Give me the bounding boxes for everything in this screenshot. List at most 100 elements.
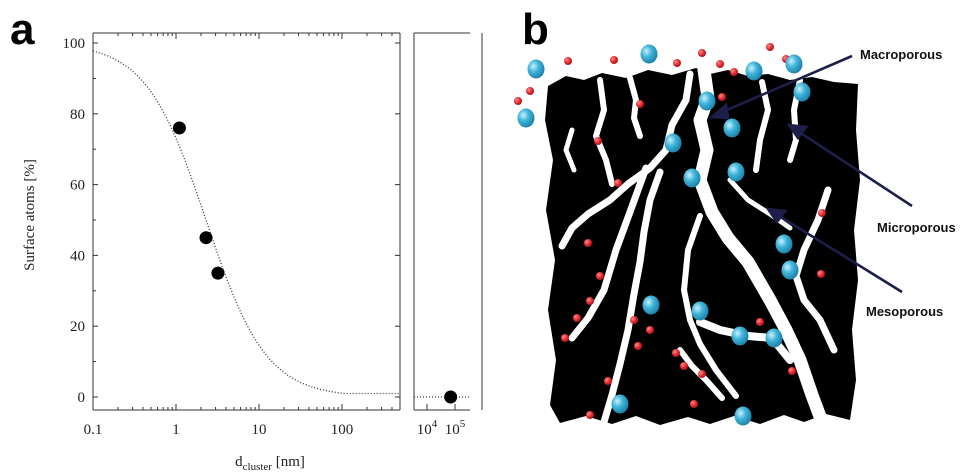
x-axis-label-main: d: [235, 454, 243, 470]
macroporous-arrowhead: [708, 102, 730, 120]
pore-channel: [753, 79, 771, 173]
small-sphere: [646, 326, 654, 334]
trend-curve: [92, 50, 400, 395]
pore-channel: [600, 168, 664, 426]
x-axis-label-unit: [nm]: [272, 454, 305, 470]
large-sphere: [781, 260, 799, 280]
chart-points: [172, 121, 458, 404]
small-sphere: [573, 314, 581, 322]
small-sphere: [818, 209, 826, 217]
pore-channel: [681, 213, 739, 399]
large-sphere: [691, 301, 709, 321]
large-sphere: [611, 394, 629, 414]
small-sphere: [698, 49, 706, 57]
small-sphere: [584, 239, 592, 247]
broken-x-tick-label: 105: [445, 418, 466, 438]
large-sphere: [527, 59, 545, 79]
small-sphere: [564, 57, 572, 65]
small-sphere: [718, 93, 726, 101]
data-point: [211, 266, 225, 280]
small-sphere: [680, 362, 688, 370]
small-sphere: [730, 68, 738, 76]
small-sphere: [690, 400, 698, 408]
large-sphere: [765, 328, 783, 348]
large-sphere: [683, 168, 701, 188]
small-sphere: [698, 370, 706, 378]
small-spheres: [514, 43, 826, 419]
x-tick-label: 10: [251, 422, 266, 438]
pore-channel: [627, 75, 643, 139]
x-tick-label: 100: [331, 422, 354, 438]
small-sphere: [672, 349, 680, 357]
small-sphere: [561, 334, 569, 342]
chart-curve: [92, 50, 400, 395]
small-sphere: [756, 318, 764, 326]
macropore-channel: [693, 63, 829, 429]
large-sphere: [640, 44, 658, 64]
large-sphere: [723, 118, 741, 138]
pore-channel: [563, 127, 577, 173]
large-sphere: [727, 162, 745, 182]
data-point: [172, 121, 186, 135]
large-spheres: [517, 44, 811, 426]
small-sphere: [594, 137, 602, 145]
chart-ticks: 0 20 40 60 80 100 0.1 1 10 100 104 105: [63, 33, 470, 438]
data-point-broken: [444, 390, 458, 404]
small-sphere: [634, 342, 642, 350]
small-sphere: [586, 297, 594, 305]
small-sphere: [766, 43, 774, 51]
pore-channel: [593, 77, 615, 187]
annotation-macroporous: Macroporous: [860, 47, 942, 62]
mesoporous-arrow: [775, 212, 903, 294]
large-sphere: [745, 61, 763, 81]
porous-structure-schematic: Macroporous Microporous Mesoporous: [514, 43, 956, 429]
macroporous-arrow: [719, 54, 853, 115]
annotation-microporous: Microporous: [877, 220, 956, 235]
small-sphere: [514, 97, 522, 105]
microporous-arrow: [795, 128, 913, 208]
large-sphere: [698, 91, 716, 111]
panel-label-b: b: [522, 5, 549, 54]
large-sphere: [793, 82, 811, 102]
small-sphere: [596, 272, 604, 280]
large-sphere: [517, 108, 535, 128]
y-tick-label: 0: [78, 390, 86, 406]
microporous-arrowhead: [786, 123, 809, 141]
y-tick-label: 80: [70, 107, 85, 123]
broken-x-tick-label: 104: [417, 418, 438, 438]
mesoporous-arrowhead: [765, 207, 788, 225]
y-tick-label: 40: [70, 248, 85, 264]
small-sphere: [673, 59, 681, 67]
chart-axes: [92, 32, 483, 411]
y-tick-label: 100: [63, 36, 86, 52]
small-sphere: [636, 100, 644, 108]
x-axis-label-sub: cluster: [243, 461, 273, 473]
small-sphere: [526, 87, 534, 95]
large-sphere: [731, 326, 749, 346]
small-sphere: [788, 367, 796, 375]
x-tick-label: 1: [172, 422, 180, 438]
large-sphere: [642, 295, 660, 315]
small-sphere: [716, 60, 724, 68]
data-point: [199, 231, 213, 245]
large-sphere: [785, 54, 803, 74]
small-sphere: [630, 316, 638, 324]
x-tick-label: 0.1: [84, 422, 103, 438]
small-sphere: [610, 56, 618, 64]
pore-channel: [568, 164, 650, 342]
small-sphere: [817, 270, 825, 278]
large-sphere: [775, 234, 793, 254]
pore-channels: [558, 63, 838, 429]
small-sphere: [604, 377, 612, 385]
annotation-mesoporous: Mesoporous: [866, 304, 943, 319]
panel-label-a: a: [10, 5, 35, 54]
small-sphere: [586, 411, 594, 419]
surface-atoms-chart: 0 20 40 60 80 100 0.1 1 10 100 104 105: [63, 32, 483, 438]
pore-channel: [558, 70, 694, 250]
large-sphere: [664, 133, 682, 153]
y-axis-label: Surface atoms [%]: [22, 159, 38, 271]
pore-channel: [727, 177, 793, 231]
y-tick-label: 60: [70, 178, 85, 194]
small-sphere: [614, 179, 622, 187]
